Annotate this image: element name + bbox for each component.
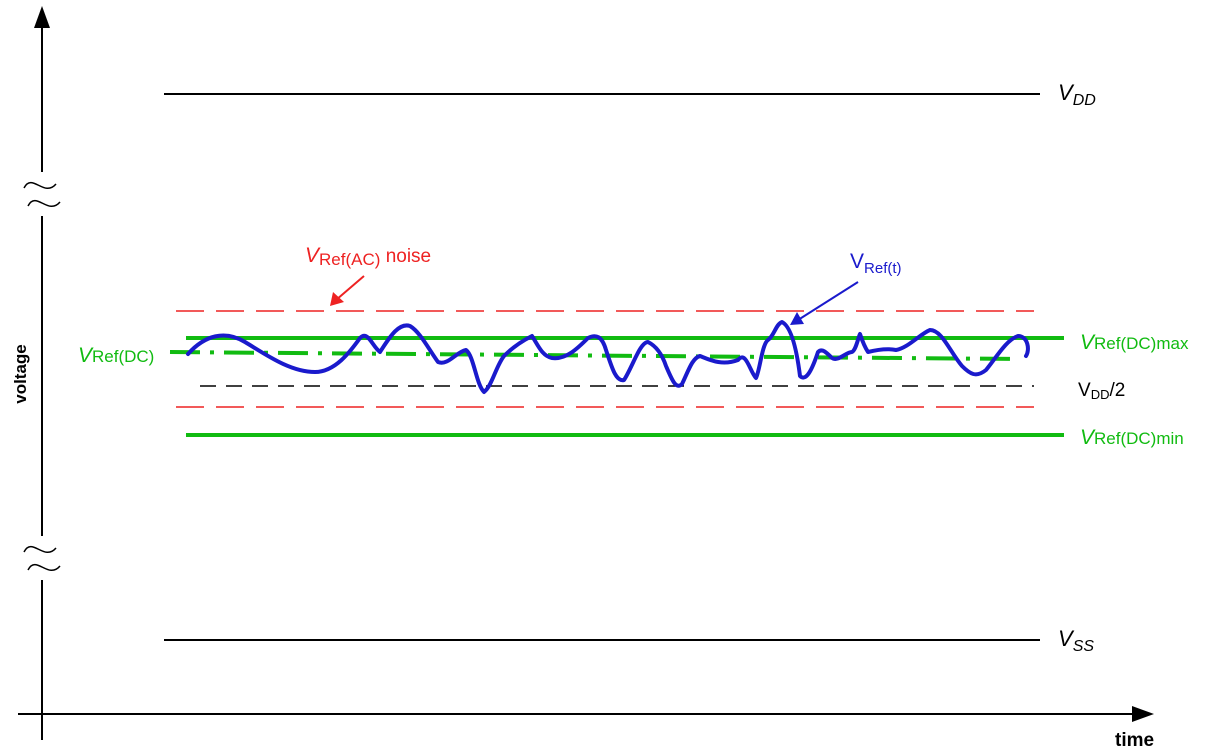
vref-dc-min-label: VRef(DC)min (1080, 426, 1184, 449)
x-axis-arrowhead (1132, 706, 1154, 722)
axis-break-lower (23, 536, 61, 580)
vss-label: VSS (1058, 626, 1094, 655)
axis-break-upper (23, 172, 61, 216)
vref-dc-line (169, 350, 1019, 361)
vref-t-waveform (186, 320, 1030, 394)
vref-dc-label: VRef(DC) (78, 344, 154, 367)
vref-ac-noise-arrow-shaft (335, 275, 365, 301)
vref-t-arrow-shaft (797, 281, 859, 321)
vref-t-arrowhead (790, 312, 804, 325)
y-axis-arrowhead (34, 6, 50, 28)
vdd-half-label: VDD/2 (1078, 380, 1125, 402)
vref-ac-noise-label: VRef(AC) noise (305, 244, 431, 269)
vref-t-label: VRef(t) (850, 250, 902, 277)
vdd-label: VDD (1058, 80, 1096, 109)
x-axis-label: time (1115, 730, 1154, 751)
y-axis-label: voltage (11, 344, 30, 404)
vref-dc-max-label: VRef(DC)max (1080, 331, 1189, 354)
vref-ac-noise-arrowhead (330, 292, 344, 306)
